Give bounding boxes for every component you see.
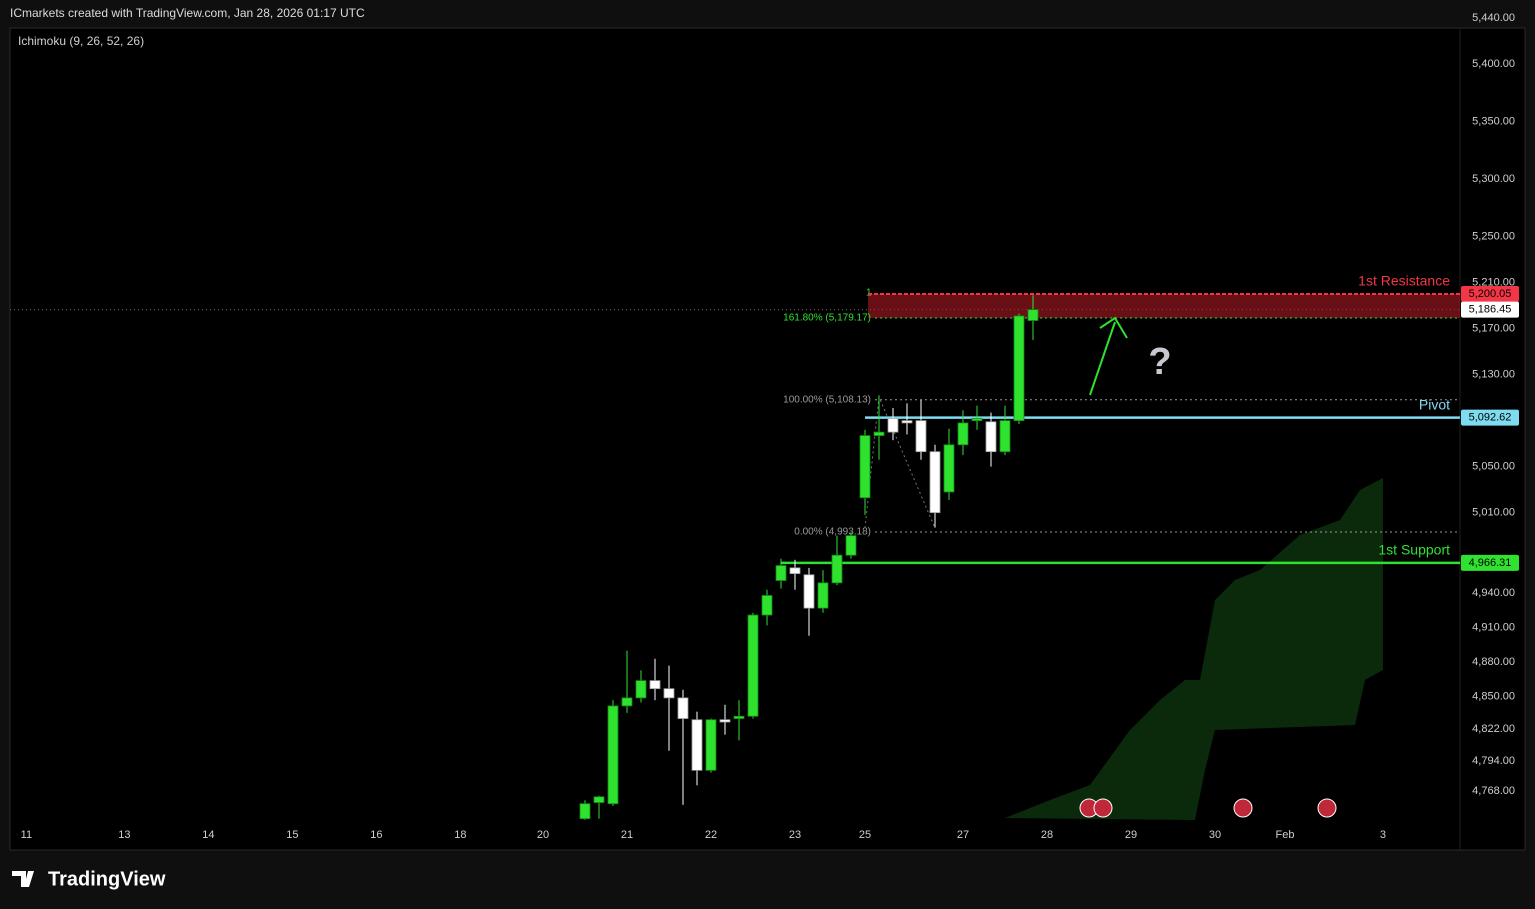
candle-body — [929, 451, 941, 514]
x-tick-label: 28 — [1041, 829, 1053, 841]
x-tick-label: 11 — [21, 829, 32, 841]
level-label: Pivot — [1419, 396, 1450, 412]
candle-body — [789, 567, 801, 575]
level-label: 1st Support — [1378, 542, 1450, 558]
candle-body — [957, 422, 969, 446]
candle-body — [621, 697, 633, 707]
candle-body — [817, 582, 829, 609]
y-tick-label: 5,350.00 — [1472, 115, 1515, 127]
price-badge-label: 5,200.05 — [1469, 288, 1512, 300]
event-icon — [1233, 798, 1253, 818]
y-tick-label: 4,768.00 — [1472, 785, 1515, 797]
candle-body — [691, 719, 703, 771]
y-tick-label: 5,400.00 — [1472, 58, 1515, 70]
arrow — [1089, 321, 1116, 396]
x-tick-label: 22 — [705, 829, 717, 841]
y-tick-label: 5,210.00 — [1472, 276, 1515, 288]
candle-body — [761, 595, 773, 616]
y-tick-label: 4,910.00 — [1472, 622, 1515, 634]
candle-body — [705, 719, 717, 771]
level-label: 1st Resistance — [1358, 273, 1450, 289]
x-tick-label: 14 — [202, 829, 214, 841]
fib-label: 0.00% (4,993.18) — [794, 527, 871, 538]
candle-body — [747, 614, 759, 717]
fib-label: 100.00% (5,108.13) — [783, 394, 871, 405]
price-badge — [1461, 554, 1519, 571]
candle-body — [859, 435, 871, 499]
candle-body — [915, 420, 927, 453]
candle-body — [1027, 309, 1039, 321]
candle-body — [873, 431, 885, 436]
candle-body — [999, 420, 1011, 453]
y-tick-label: 5,130.00 — [1472, 369, 1515, 381]
indicator-label: Ichimoku (9, 26, 52, 26) — [18, 34, 144, 48]
y-tick-label: 5,010.00 — [1472, 507, 1515, 519]
candle-body — [803, 574, 815, 609]
x-tick-label: 20 — [537, 829, 549, 841]
y-tick-label: 5,050.00 — [1472, 461, 1515, 473]
price-badge-label: 5,092.62 — [1469, 412, 1512, 424]
y-tick-label: 4,822.00 — [1472, 723, 1515, 735]
x-tick-label: 13 — [118, 829, 130, 841]
y-tick-label: 4,940.00 — [1472, 587, 1515, 599]
y-tick-label: 4,850.00 — [1472, 691, 1515, 703]
candle-body — [579, 803, 591, 820]
event-icon — [1093, 798, 1113, 818]
candle-body — [607, 705, 619, 805]
candle-body — [719, 719, 731, 723]
candle-body — [901, 420, 913, 424]
y-tick-label: 5,300.00 — [1472, 173, 1515, 185]
x-tick-label: 29 — [1125, 829, 1137, 841]
y-tick-label: 5,440.00 — [1472, 12, 1515, 24]
x-tick-label: 21 — [621, 829, 633, 841]
event-icon — [1317, 798, 1337, 818]
y-tick-label: 5,250.00 — [1472, 230, 1515, 242]
y-tick-label: 4,880.00 — [1472, 656, 1515, 668]
brand-logo — [12, 871, 34, 887]
x-tick-label: Feb — [1276, 829, 1295, 841]
x-tick-label: 23 — [789, 829, 801, 841]
candle-body — [733, 715, 745, 719]
candle-body — [1013, 315, 1025, 422]
candle-body — [635, 680, 647, 699]
x-tick-label: 30 — [1209, 829, 1221, 841]
fib-label: 161.80% (5,179.17) — [783, 313, 871, 324]
candle-body — [985, 421, 997, 453]
brand-name: TradingView — [48, 868, 166, 890]
arrow-head — [1099, 316, 1128, 339]
candle-body — [649, 680, 661, 690]
candle-body — [677, 697, 689, 719]
price-badge-label: 4,966.31 — [1469, 557, 1512, 569]
y-tick-label: 4,794.00 — [1472, 755, 1515, 767]
question-mark: ? — [1148, 341, 1171, 383]
price-badge-label: 5,186.45 — [1469, 304, 1512, 316]
price-badge — [1461, 409, 1519, 426]
x-tick-label: 16 — [370, 829, 382, 841]
x-tick-label: 15 — [286, 829, 298, 841]
candle-body — [845, 535, 857, 556]
x-tick-label: 25 — [859, 829, 871, 841]
candle-body — [663, 688, 675, 699]
price-badge — [1461, 301, 1519, 318]
candle-body — [831, 554, 843, 584]
y-tick-label: 5,170.00 — [1472, 323, 1515, 335]
header-title: ICmarkets created with TradingView.com, … — [10, 6, 365, 20]
resistance-zone — [868, 294, 1460, 319]
candle-body — [887, 417, 899, 433]
candle-body — [971, 417, 983, 422]
x-tick-label: 3 — [1380, 829, 1386, 841]
x-tick-label: 27 — [957, 829, 969, 841]
candle-body — [593, 796, 605, 803]
candle-body — [775, 565, 787, 581]
candle-body — [943, 444, 955, 493]
x-tick-label: 18 — [454, 829, 466, 841]
price-badge — [1461, 286, 1519, 303]
